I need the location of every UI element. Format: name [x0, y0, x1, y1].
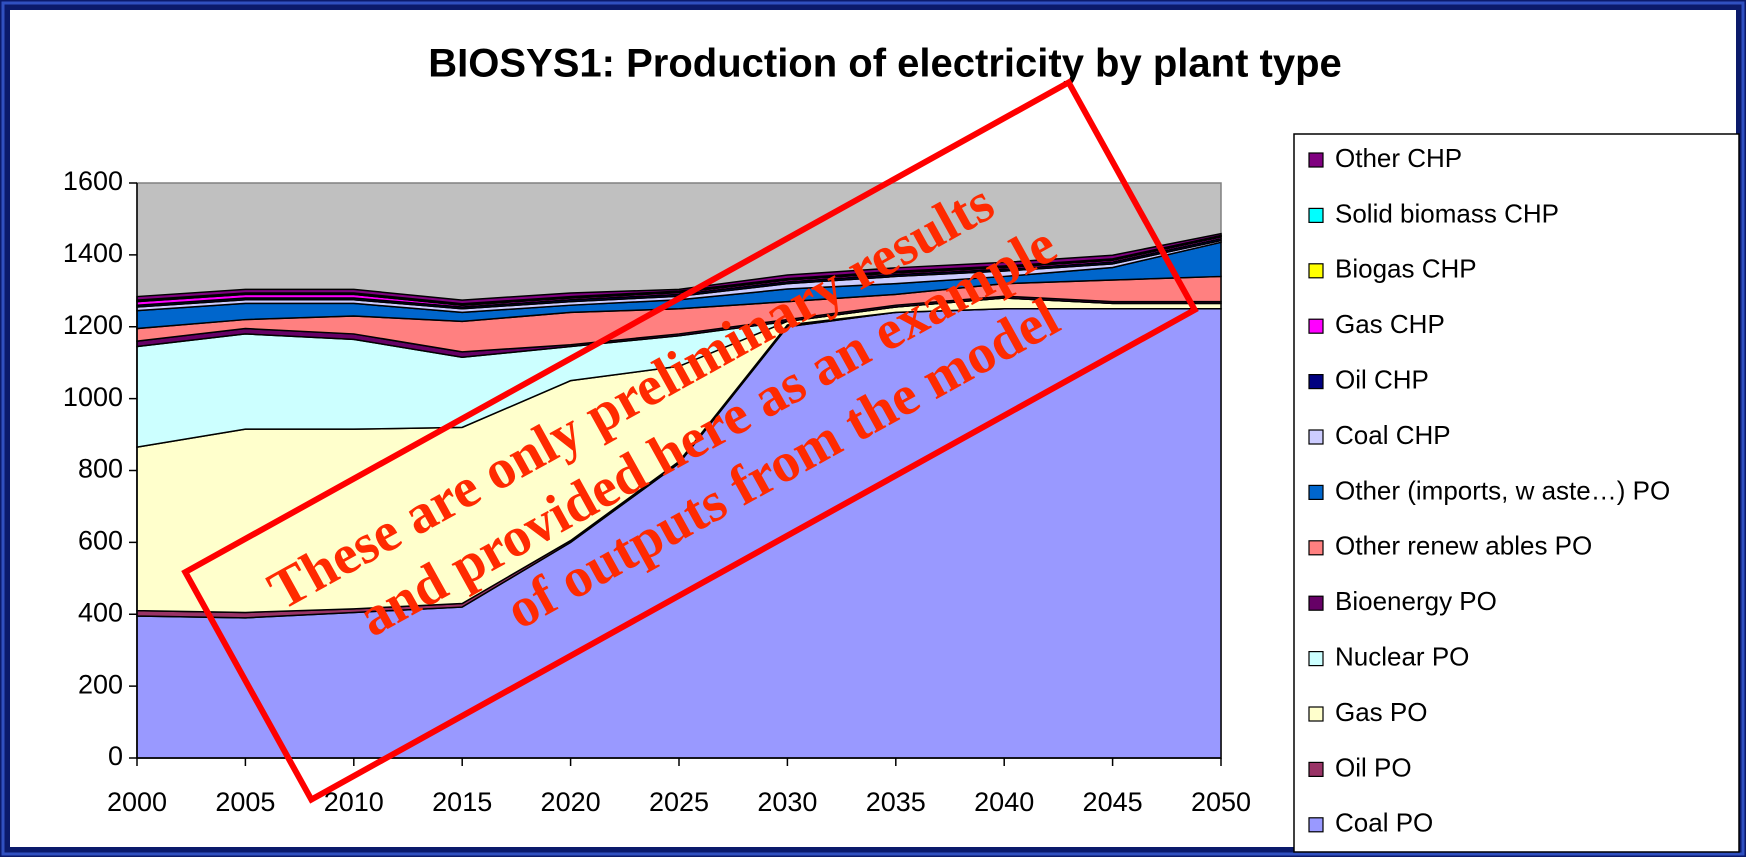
legend-swatch: [1308, 817, 1324, 833]
legend-swatch: [1308, 540, 1324, 556]
legend-label: Bioenergy PO: [1335, 586, 1497, 616]
legend-swatch: [1308, 484, 1324, 500]
legend-box: [1293, 133, 1740, 853]
x-tick-label: 2045: [1083, 787, 1143, 817]
x-tick-label: 2005: [215, 787, 275, 817]
legend-label: Other (imports, w aste…) PO: [1335, 475, 1670, 505]
legend-swatch: [1308, 706, 1324, 722]
x-tick-label: 2000: [107, 787, 167, 817]
legend-swatch: [1308, 318, 1324, 334]
legend-swatch: [1308, 595, 1324, 611]
y-tick-label: 1000: [63, 382, 123, 412]
legend-swatch: [1308, 650, 1324, 667]
chart-title: BIOSYS1: Production of electricity by pl…: [428, 42, 1342, 86]
watermark-box: [181, 78, 1199, 804]
x-tick-label: 2040: [974, 787, 1034, 817]
y-tick-label: 600: [78, 526, 123, 556]
legend-swatch: [1308, 429, 1324, 445]
x-tick-label: 2025: [649, 787, 709, 817]
legend-label: Gas CHP: [1335, 309, 1445, 339]
y-tick-label: 200: [78, 669, 123, 699]
x-tick-label: 2020: [541, 787, 601, 817]
area: [136, 232, 1222, 305]
legend-swatch: [1308, 761, 1324, 778]
x-tick-label: 2010: [324, 787, 384, 817]
legend-swatch: [1308, 263, 1324, 279]
legend-swatch: [1308, 207, 1324, 223]
legend-label: Other renew ables PO: [1335, 531, 1592, 561]
legend-label: Solid biomass CHP: [1335, 198, 1559, 228]
legend-label: Nuclear PO: [1335, 641, 1469, 671]
legend-label: Biogas CHP: [1335, 254, 1477, 284]
legend-label: Oil PO: [1335, 752, 1412, 782]
legend-label: Gas PO: [1335, 697, 1427, 727]
legend-swatch: [1308, 374, 1324, 390]
legend-label: Coal CHP: [1335, 420, 1451, 450]
y-tick-label: 0: [108, 741, 123, 771]
x-tick-label: 2035: [866, 787, 926, 817]
legend-swatch: [1308, 152, 1324, 168]
legend-label: Other CHP: [1335, 143, 1462, 173]
x-tick-label: 2030: [757, 787, 817, 817]
x-tick-label: 2015: [432, 787, 492, 817]
y-tick-label: 800: [78, 454, 123, 484]
y-tick-label: 400: [78, 597, 123, 627]
y-tick-label: 1600: [63, 166, 123, 196]
legend-label: Coal PO: [1335, 808, 1433, 838]
y-tick-label: 1400: [63, 238, 123, 268]
y-tick-label: 1200: [63, 310, 123, 340]
x-tick-label: 2050: [1191, 787, 1251, 817]
legend-label: Oil CHP: [1335, 364, 1429, 394]
